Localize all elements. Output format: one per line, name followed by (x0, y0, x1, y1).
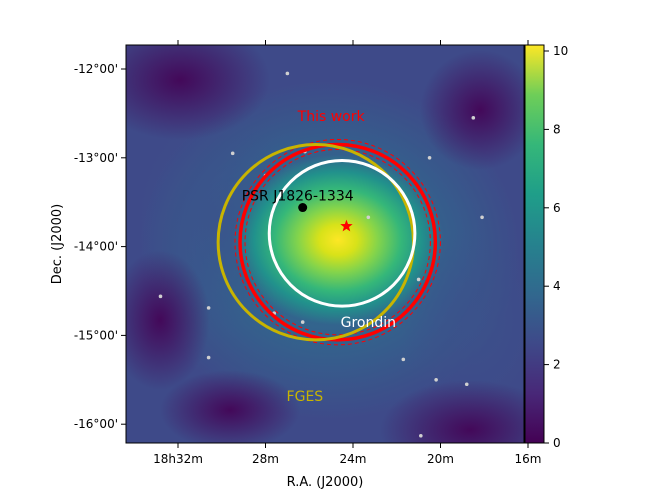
plot-frame (125, 44, 525, 444)
colorbar-tick-label: 10 (553, 44, 568, 58)
y-tick-label: -12°00' (74, 62, 118, 76)
y-tick-label: -13°00' (74, 151, 118, 165)
source-point (416, 277, 421, 282)
source-point (419, 433, 423, 438)
x-axis-label: R.A. (J2000) (287, 475, 364, 490)
y-tick-label: -14°00' (74, 240, 118, 254)
x-tick-label: 16m (515, 452, 542, 466)
this-work-outer-error-circle (234, 138, 441, 346)
source-point (427, 156, 432, 160)
source-point (480, 215, 484, 220)
source-point (230, 151, 235, 156)
source-point (366, 215, 371, 220)
psr-label: PSR J1826-1334 (242, 189, 354, 205)
psr-marker (298, 203, 308, 213)
x-tick-label: 20m (427, 452, 454, 466)
grondin-circle (267, 158, 417, 308)
this-work-inner-error-circle (244, 148, 431, 336)
colorbar-tick-label: 8 (553, 122, 561, 136)
this-work-circle (238, 142, 438, 342)
y-tick-label: -15°00' (74, 328, 118, 342)
source-point (401, 357, 406, 362)
source-point (285, 71, 290, 76)
this-work-label: This work (297, 109, 366, 125)
x-tick-label: 28m (252, 452, 279, 466)
grondin-label: Grondin (341, 315, 396, 331)
source-point (464, 382, 469, 387)
colorbar-tick-label: 2 (553, 358, 561, 372)
source-point (471, 116, 476, 120)
fges-label: FGES (287, 389, 324, 405)
y-axis-label: Dec. (J2000) (50, 204, 65, 284)
colorbar-tick-label: 6 (553, 201, 561, 215)
heatmap-image (126, 45, 524, 443)
source-point (206, 355, 211, 360)
x-tick-label: 24m (340, 452, 367, 466)
colorbar (524, 44, 545, 444)
x-tick-label: 18h32m (153, 452, 203, 466)
source-point (158, 294, 163, 299)
source-point (206, 306, 211, 310)
source-point (434, 378, 438, 382)
source-point (300, 320, 305, 324)
colorbar-tick-label: 0 (553, 436, 561, 450)
y-tick-label: -16°00' (74, 417, 118, 431)
peak-star-marker (340, 219, 353, 232)
colorbar-tick-label: 4 (553, 279, 561, 293)
